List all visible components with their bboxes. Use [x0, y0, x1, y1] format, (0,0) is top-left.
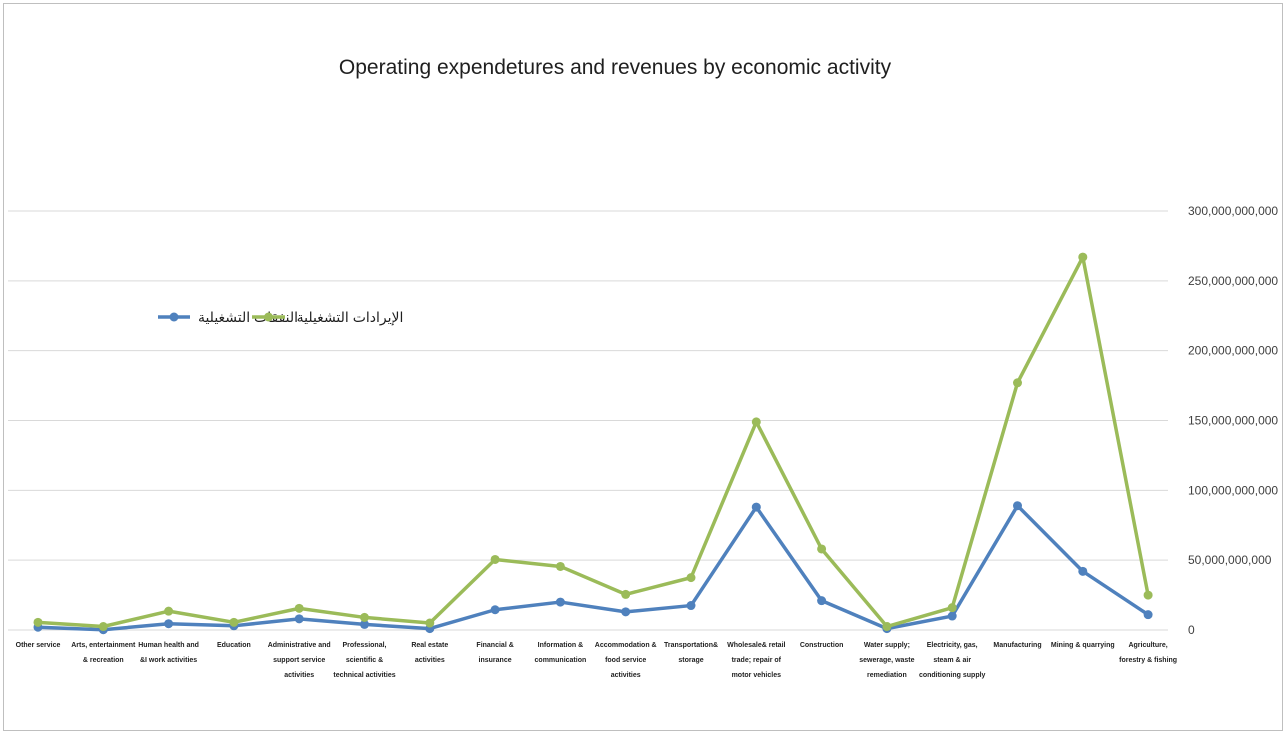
data-point: [33, 617, 43, 627]
data-point: [98, 622, 108, 632]
x-tick-label: Arts, entertainment & recreation: [71, 642, 136, 664]
x-tick-label: Water supply; sewerage, waste remediation: [859, 642, 914, 679]
x-tick-label: Transportation& storage: [664, 642, 718, 664]
x-tick-label: Manufacturing: [993, 642, 1041, 649]
y-tick-label: 150,000,000,000: [1188, 414, 1278, 428]
data-point: [686, 601, 696, 611]
data-point: [294, 614, 304, 624]
data-point: [947, 603, 957, 613]
data-point: [360, 612, 369, 622]
x-tick-label: Accommodation & food service activities: [595, 642, 657, 679]
data-point: [425, 618, 435, 628]
data-point: [1013, 501, 1022, 511]
y-tick-label: 50,000,000,000: [1188, 553, 1272, 567]
legend-swatch-marker: [264, 312, 273, 322]
data-point: [882, 622, 892, 632]
x-tick-label: Other service: [16, 642, 61, 649]
data-point: [164, 606, 174, 616]
data-point: [490, 554, 500, 564]
data-point: [751, 417, 761, 427]
legend-swatch-marker: [169, 312, 179, 322]
legend-label: الإيرادات التشغيلية: [297, 309, 404, 326]
data-point: [555, 597, 565, 607]
y-tick-label: 250,000,000,000: [1188, 274, 1278, 288]
x-tick-label: Financial & insurance: [476, 642, 513, 664]
x-tick-label: Real estate activities: [411, 642, 448, 664]
data-point: [686, 573, 696, 583]
data-point: [294, 603, 304, 613]
data-point: [555, 561, 565, 571]
data-point: [621, 589, 631, 599]
y-tick-label: 300,000,000,000: [1188, 204, 1278, 218]
data-point: [1078, 566, 1088, 576]
legend-label: النفقات التشغيلية: [198, 309, 298, 325]
x-tick-label: Professional, scientific & technical activ…: [333, 642, 395, 679]
data-point: [1143, 590, 1153, 600]
data-point: [1143, 610, 1153, 620]
y-tick-label: 100,000,000,000: [1188, 483, 1278, 497]
data-point: [1013, 378, 1022, 388]
data-point: [360, 619, 369, 629]
x-tick-label: Wholesale& retail trade; repair of motor v…: [727, 642, 785, 679]
x-tick-label: Agriculture, forestry & fishing: [1119, 642, 1177, 664]
x-tick-label: Information & communication: [535, 642, 587, 664]
y-tick-label: 0: [1188, 623, 1195, 637]
chart-title: Operating expendetures and revenues by e…: [338, 56, 892, 79]
x-tick-label: Mining & quarrying: [1051, 642, 1115, 649]
data-point: [817, 596, 827, 606]
x-tick-label: Human health and &I work activities: [138, 642, 199, 664]
data-point: [621, 607, 631, 617]
data-point: [751, 502, 761, 512]
data-point: [817, 544, 827, 554]
series-line-0: [36, 503, 1150, 632]
data-point: [164, 619, 174, 629]
series-line-1: [36, 255, 1150, 629]
data-point: [229, 617, 239, 627]
x-tick-label: Education: [217, 642, 251, 649]
y-tick-label: 200,000,000,000: [1188, 344, 1278, 358]
data-point: [490, 605, 500, 615]
data-point: [947, 611, 957, 621]
x-tick-label: Administrative and support service activit…: [268, 642, 331, 679]
data-point: [1078, 252, 1088, 262]
x-tick-label: Electricity, gas, steam & air conditioning…: [919, 642, 986, 679]
x-tick-label: Construction: [800, 642, 844, 649]
